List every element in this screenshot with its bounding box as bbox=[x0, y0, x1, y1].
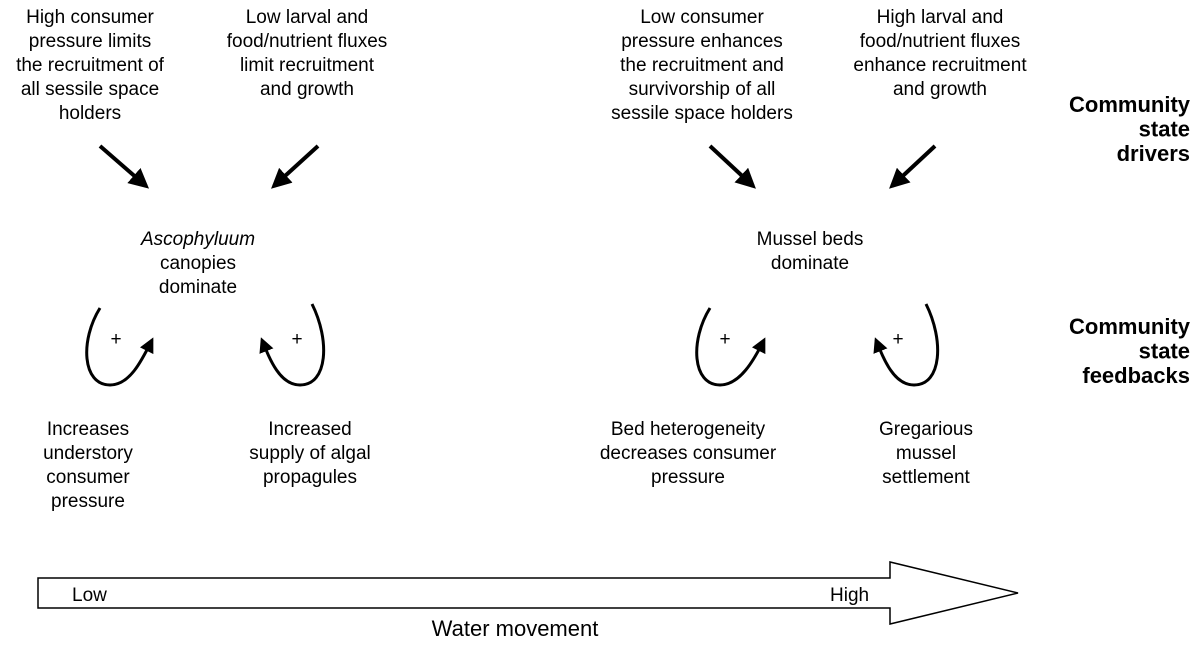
driver-text: sessile space holders bbox=[611, 103, 793, 124]
driver-arrows bbox=[98, 144, 937, 189]
feedback-text: Increased bbox=[268, 419, 351, 440]
axis-high: High bbox=[830, 585, 869, 606]
driver-text: pressure limits bbox=[29, 31, 151, 52]
driver-text: High larval and bbox=[877, 7, 1004, 28]
side-label: Community bbox=[1069, 314, 1191, 339]
feedback-sign: + bbox=[291, 329, 302, 350]
side-label: drivers bbox=[1117, 141, 1190, 166]
feedback-text: Increases bbox=[47, 419, 129, 440]
feedback-text: understory bbox=[43, 443, 133, 464]
side-label: state bbox=[1139, 338, 1190, 363]
state-text: dominate bbox=[159, 277, 237, 298]
driver-text: and growth bbox=[260, 79, 354, 100]
driver-text: High consumer bbox=[26, 7, 154, 28]
state-text: canopies bbox=[160, 253, 236, 274]
arrow bbox=[271, 144, 320, 189]
feedback-text: supply of algal bbox=[249, 443, 370, 464]
feedback-sign: + bbox=[110, 329, 121, 350]
loop bbox=[85, 307, 154, 387]
loop bbox=[259, 303, 326, 387]
side-label: Community bbox=[1069, 92, 1191, 117]
driver-text: Low larval and bbox=[246, 7, 369, 28]
arrow bbox=[708, 144, 756, 189]
loop bbox=[695, 307, 766, 387]
feedback-text: Bed heterogeneity bbox=[611, 419, 766, 440]
driver-text: food/nutrient fluxes bbox=[860, 31, 1021, 52]
arrow bbox=[98, 144, 150, 189]
feedback-text: settlement bbox=[882, 467, 970, 488]
driver-text: and growth bbox=[893, 79, 987, 100]
driver-text: the recruitment of bbox=[16, 55, 165, 76]
feedback-text: consumer bbox=[46, 467, 130, 488]
driver-text: survivorship of all bbox=[629, 79, 776, 100]
axis-label: Water movement bbox=[432, 616, 599, 641]
side-label: state bbox=[1139, 116, 1190, 141]
driver-text: the recruitment and bbox=[620, 55, 784, 76]
feedback-text: pressure bbox=[51, 491, 125, 512]
feedback-loops bbox=[85, 303, 940, 387]
feedback-text: pressure bbox=[651, 467, 725, 488]
feedback-sign: + bbox=[719, 329, 730, 350]
feedback-text: propagules bbox=[263, 467, 357, 488]
feedback-text: decreases consumer bbox=[600, 443, 777, 464]
driver-text: enhance recruitment bbox=[853, 55, 1027, 76]
state-name: Ascophyluum bbox=[140, 229, 255, 250]
arrow bbox=[889, 144, 937, 189]
feedback-text: mussel bbox=[896, 443, 956, 464]
feedback-text: Gregarious bbox=[879, 419, 973, 440]
driver-text: pressure enhances bbox=[621, 31, 783, 52]
driver-text: Low consumer bbox=[640, 7, 764, 28]
driver-text: holders bbox=[59, 103, 121, 124]
state-text: dominate bbox=[771, 253, 849, 274]
driver-text: limit recruitment bbox=[240, 55, 375, 76]
driver-text: all sessile space bbox=[21, 79, 159, 100]
state-text: Mussel beds bbox=[757, 229, 864, 250]
water-arrow bbox=[37, 561, 1019, 625]
feedback-sign: + bbox=[892, 329, 903, 350]
driver-text: food/nutrient fluxes bbox=[227, 31, 388, 52]
axis-low: Low bbox=[72, 585, 107, 606]
side-label: feedbacks bbox=[1082, 363, 1190, 388]
loop bbox=[873, 303, 940, 387]
